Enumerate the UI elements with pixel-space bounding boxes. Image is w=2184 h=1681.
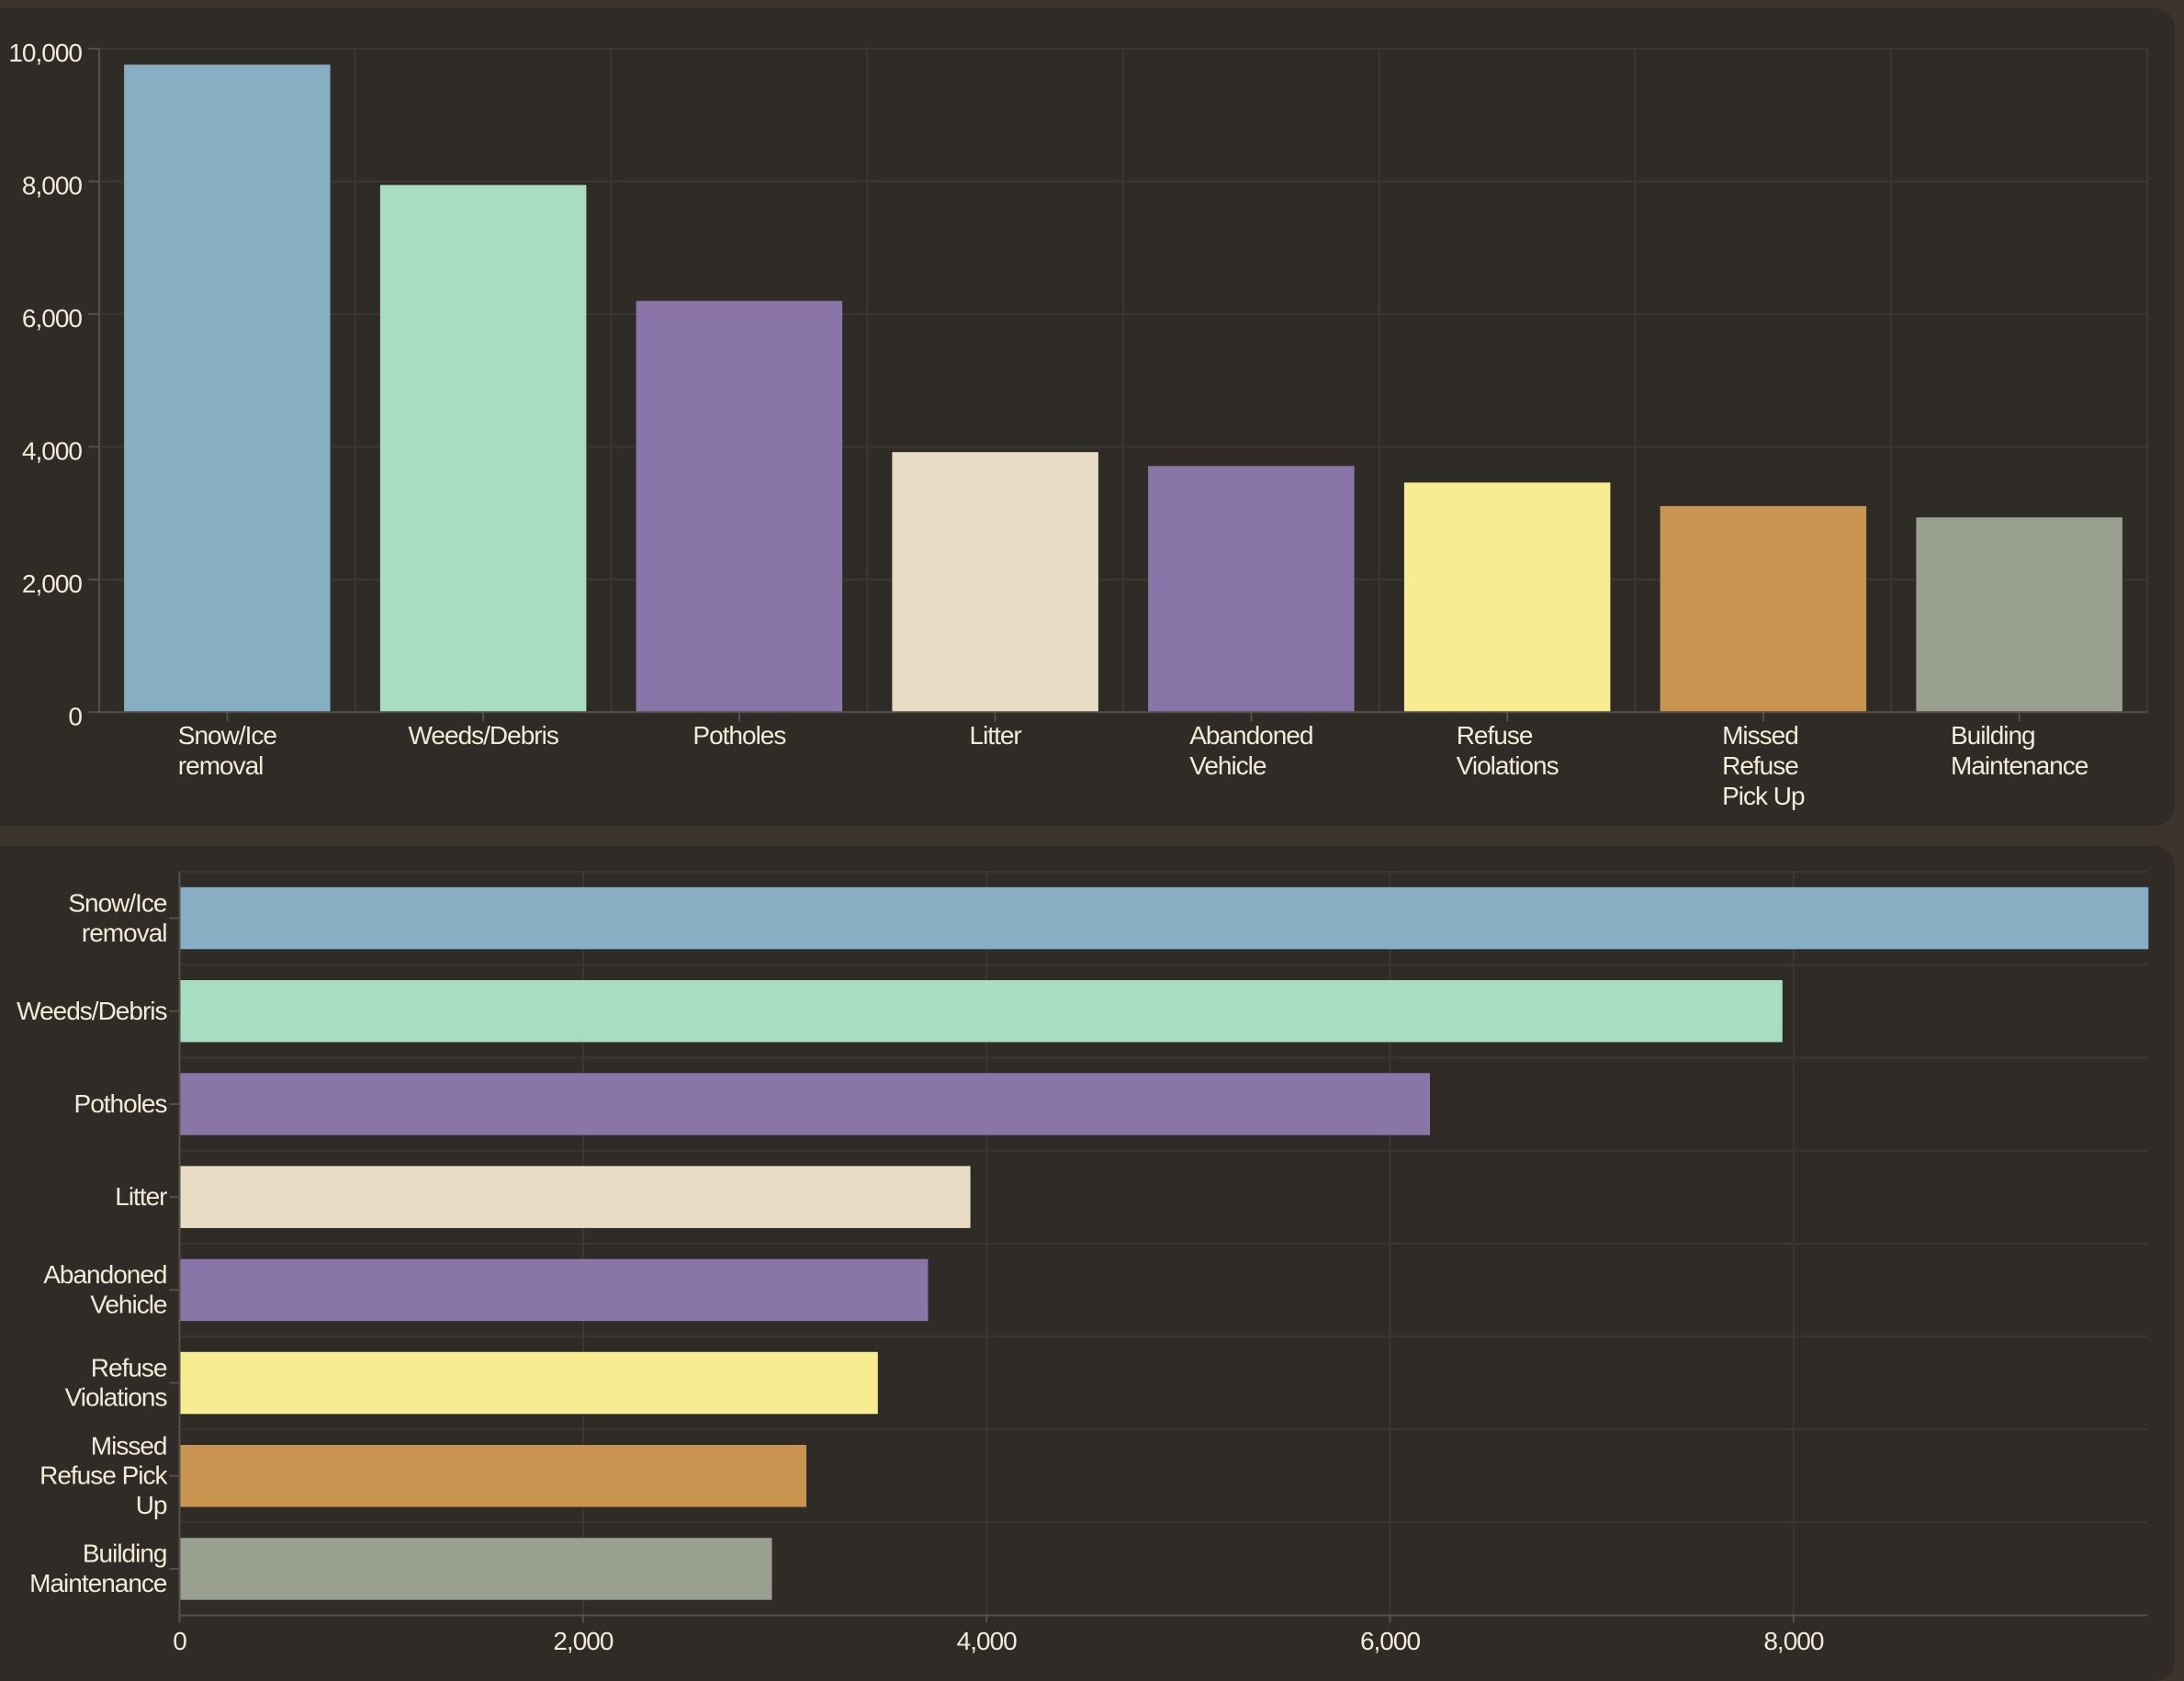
svg-text:Missed: Missed — [1722, 721, 1798, 750]
svg-text:10,000: 10,000 — [8, 39, 82, 67]
svg-text:Maintenance: Maintenance — [1951, 751, 2088, 780]
svg-text:Missed: Missed — [91, 1431, 167, 1460]
svg-text:Litter: Litter — [115, 1182, 167, 1211]
svg-text:Pick Up: Pick Up — [1722, 782, 1805, 810]
svg-text:6,000: 6,000 — [1360, 1627, 1420, 1655]
svg-text:Refuse: Refuse — [1722, 751, 1798, 780]
svg-text:Vehicle: Vehicle — [90, 1291, 167, 1319]
svg-text:8,000: 8,000 — [22, 172, 82, 200]
svg-text:Building: Building — [83, 1540, 167, 1568]
svg-text:Vehicle: Vehicle — [1189, 751, 1266, 780]
svg-text:Violations: Violations — [65, 1383, 167, 1412]
svg-text:removal: removal — [178, 751, 264, 780]
svg-text:Abandoned: Abandoned — [43, 1260, 166, 1289]
svg-text:Litter: Litter — [970, 721, 1022, 750]
svg-text:Violations: Violations — [1457, 751, 1559, 780]
svg-text:Snow/Ice: Snow/Ice — [68, 888, 167, 917]
svg-text:Refuse: Refuse — [91, 1353, 167, 1382]
svg-text:Weeds/Debris: Weeds/Debris — [409, 721, 558, 750]
svg-text:Maintenance: Maintenance — [29, 1569, 167, 1597]
svg-text:2,000: 2,000 — [553, 1627, 613, 1655]
svg-text:Refuse Pick: Refuse Pick — [39, 1461, 168, 1490]
svg-text:0: 0 — [173, 1627, 186, 1655]
svg-text:Potholes: Potholes — [692, 721, 785, 750]
svg-text:Refuse: Refuse — [1457, 721, 1533, 750]
svg-text:Abandoned: Abandoned — [1189, 721, 1312, 750]
svg-text:6,000: 6,000 — [22, 304, 82, 333]
svg-text:Weeds/Debris: Weeds/Debris — [17, 997, 166, 1025]
svg-text:0: 0 — [68, 702, 82, 730]
svg-text:8,000: 8,000 — [1763, 1627, 1823, 1655]
svg-text:Building: Building — [1951, 721, 2035, 750]
svg-text:removal: removal — [82, 919, 167, 947]
svg-text:Snow/Ice: Snow/Ice — [178, 721, 277, 750]
svg-text:4,000: 4,000 — [957, 1627, 1017, 1655]
svg-text:Potholes: Potholes — [74, 1089, 167, 1118]
svg-text:Up: Up — [136, 1491, 167, 1519]
svg-text:4,000: 4,000 — [22, 436, 82, 465]
svg-text:2,000: 2,000 — [22, 570, 82, 598]
